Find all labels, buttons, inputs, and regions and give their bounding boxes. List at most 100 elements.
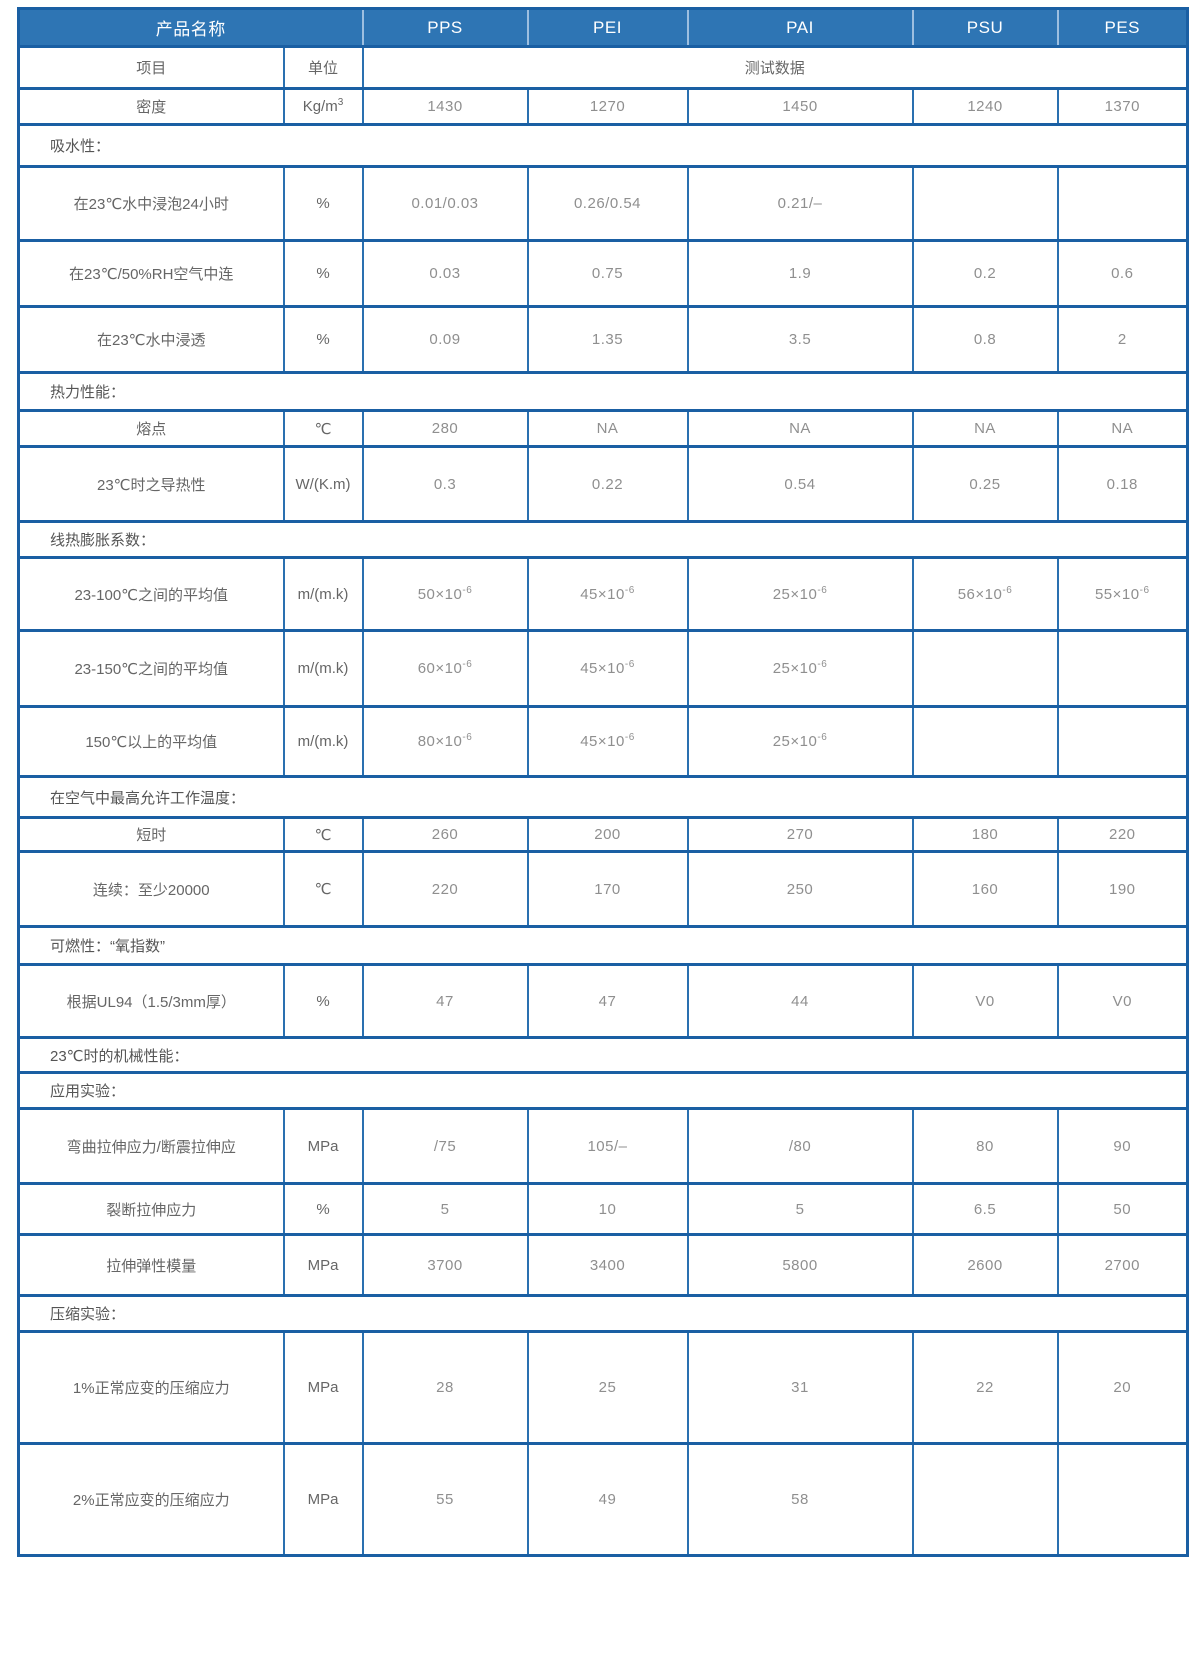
value-cell: 50×10-6 [361, 556, 528, 631]
value-cell: 56×10-6 [911, 556, 1058, 631]
value-cell [1056, 629, 1188, 707]
value-cell: 160 [911, 850, 1058, 927]
unit-cell: % [282, 165, 363, 241]
section-label-cell: 应用实验： [18, 1071, 1188, 1109]
value-base: Kg/m [302, 98, 338, 115]
value-superscript: -6 [1139, 584, 1150, 596]
table-row: 密度 Kg/m3 1430 1270 1450 1240 1370 [18, 87, 1188, 125]
section-label-cell: 吸水性： [18, 123, 1188, 167]
value-cell: V0 [911, 963, 1058, 1038]
value-base: 60×10 [417, 660, 463, 677]
value-cell: 0.75 [526, 239, 688, 307]
value-base: 50×10 [417, 585, 463, 603]
section-label-cell: 可燃性：“氧指数” [18, 925, 1188, 965]
value-base: 25×10 [772, 585, 818, 603]
row-label-cell: 拉伸弹性模量 [18, 1233, 284, 1296]
value-cell: 25 [526, 1330, 688, 1444]
value-cell: 55×10-6 [1056, 556, 1188, 631]
table-row: 连续：至少20000 ℃ 220 170 250 160 190 [18, 850, 1188, 927]
value-cell: 280 [361, 409, 528, 447]
value-cell: 180 [911, 816, 1058, 852]
value-cell: NA [686, 409, 913, 447]
value-cell: 3400 [526, 1233, 688, 1296]
row-label-cell: 在23℃水中浸透 [18, 305, 284, 373]
value-cell: 0.03 [361, 239, 528, 307]
value-cell: 45×10-6 [526, 629, 688, 707]
value-cell: 220 [361, 850, 528, 927]
products-title-cell: 产品名称 [18, 8, 363, 47]
value-cell: 1450 [686, 87, 913, 125]
unit-cell: ℃ [282, 409, 363, 447]
value-base: 45×10 [580, 585, 625, 603]
value-cell: 58 [686, 1442, 913, 1556]
row-label-cell: 23-100℃之间的平均值 [18, 556, 284, 631]
value-cell: 250 [686, 850, 913, 927]
value-cell: 1.9 [686, 239, 913, 307]
product-spec-table: 产品名称 PPS PEI PAI PSU PES 项目 单位 测试数据 密度 Kg… [17, 7, 1189, 1557]
unit-cell: MPa [282, 1442, 363, 1556]
value-cell [911, 705, 1058, 777]
value-cell: 25×10-6 [686, 705, 913, 777]
row-label-cell: 1%正常应变的压缩应力 [18, 1330, 284, 1444]
value-cell: 0.22 [526, 445, 688, 522]
section-label-cell: 在空气中最高允许工作温度： [18, 775, 1188, 818]
value-superscript: -6 [817, 584, 828, 596]
section-row: 可燃性：“氧指数” [18, 925, 1188, 965]
unit-cell: m/(m.k) [282, 629, 363, 707]
value-superscript: -6 [624, 584, 635, 596]
value-superscript: -6 [624, 732, 635, 743]
unit-cell: W/(K.m) [282, 445, 363, 522]
product-col-pps: PPS [361, 8, 528, 47]
value-cell: 49 [526, 1442, 688, 1556]
value-cell: 0.21/– [686, 165, 913, 241]
product-col-pes: PES [1056, 8, 1188, 47]
value-cell: 5800 [686, 1233, 913, 1296]
subheader-unit-cell: 单位 [282, 45, 363, 89]
table-row: 熔点 ℃ 280 NA NA NA NA [18, 409, 1188, 447]
value-cell [1056, 165, 1188, 241]
value-cell: 270 [686, 816, 913, 852]
subheader-testdata-cell: 测试数据 [361, 45, 1188, 89]
value-cell: 220 [1056, 816, 1188, 852]
section-label-cell: 线热膨胀系数： [18, 520, 1188, 558]
value-cell: 2600 [911, 1233, 1058, 1296]
value-cell: 2 [1056, 305, 1188, 373]
value-cell: 170 [526, 850, 688, 927]
value-cell [911, 165, 1058, 241]
value-cell: 0.8 [911, 305, 1058, 373]
value-cell: 5 [686, 1182, 913, 1235]
value-superscript: -6 [817, 732, 828, 743]
unit-cell: ℃ [282, 850, 363, 927]
table-row: 23-150℃之间的平均值 m/(m.k) 60×10-6 45×10-6 25×10-… [18, 629, 1188, 707]
value-cell: /75 [361, 1107, 528, 1184]
value-cell [911, 1442, 1058, 1556]
table-row: 拉伸弹性模量 MPa 3700 3400 5800 2600 2700 [18, 1233, 1188, 1296]
value-cell: 80×10-6 [361, 705, 528, 777]
subheader-row: 项目 单位 测试数据 [18, 45, 1188, 89]
table-row: 弯曲拉伸应力/断震拉伸应 MPa/75 105/–/80 80 90 [18, 1107, 1188, 1184]
section-row: 在空气中最高允许工作温度： [18, 775, 1188, 818]
value-cell: 47 [361, 963, 528, 1038]
section-row: 应用实验： [18, 1071, 1188, 1109]
table-row: 短时 ℃ 260 200 270 180 220 [18, 816, 1188, 852]
row-label-cell: 熔点 [18, 409, 284, 447]
value-cell: 60×10-6 [361, 629, 528, 707]
row-label-cell: 根据UL94（1.5/3mm厚） [18, 963, 284, 1038]
value-superscript: -6 [1002, 584, 1013, 596]
unit-cell: % [282, 963, 363, 1038]
value-cell: NA [1056, 409, 1188, 447]
value-cell: 1.35 [526, 305, 688, 373]
value-cell: 1270 [526, 87, 688, 125]
value-cell: 260 [361, 816, 528, 852]
value-superscript: -6 [462, 584, 473, 596]
table-row: 根据UL94（1.5/3mm厚）% 47 47 44 V0 V0 [18, 963, 1188, 1038]
value-base: 56×10 [957, 585, 1003, 603]
row-label-cell: 2%正常应变的压缩应力 [18, 1442, 284, 1556]
row-label-cell: 23-150℃之间的平均值 [18, 629, 284, 707]
value-cell: NA [911, 409, 1058, 447]
value-cell: 50 [1056, 1182, 1188, 1235]
row-label-cell: 23℃时之导热性 [18, 445, 284, 522]
unit-cell: Kg/m3 [282, 87, 363, 125]
section-row: 23℃时的机械性能： [18, 1036, 1188, 1073]
value-cell: V0 [1056, 963, 1188, 1038]
